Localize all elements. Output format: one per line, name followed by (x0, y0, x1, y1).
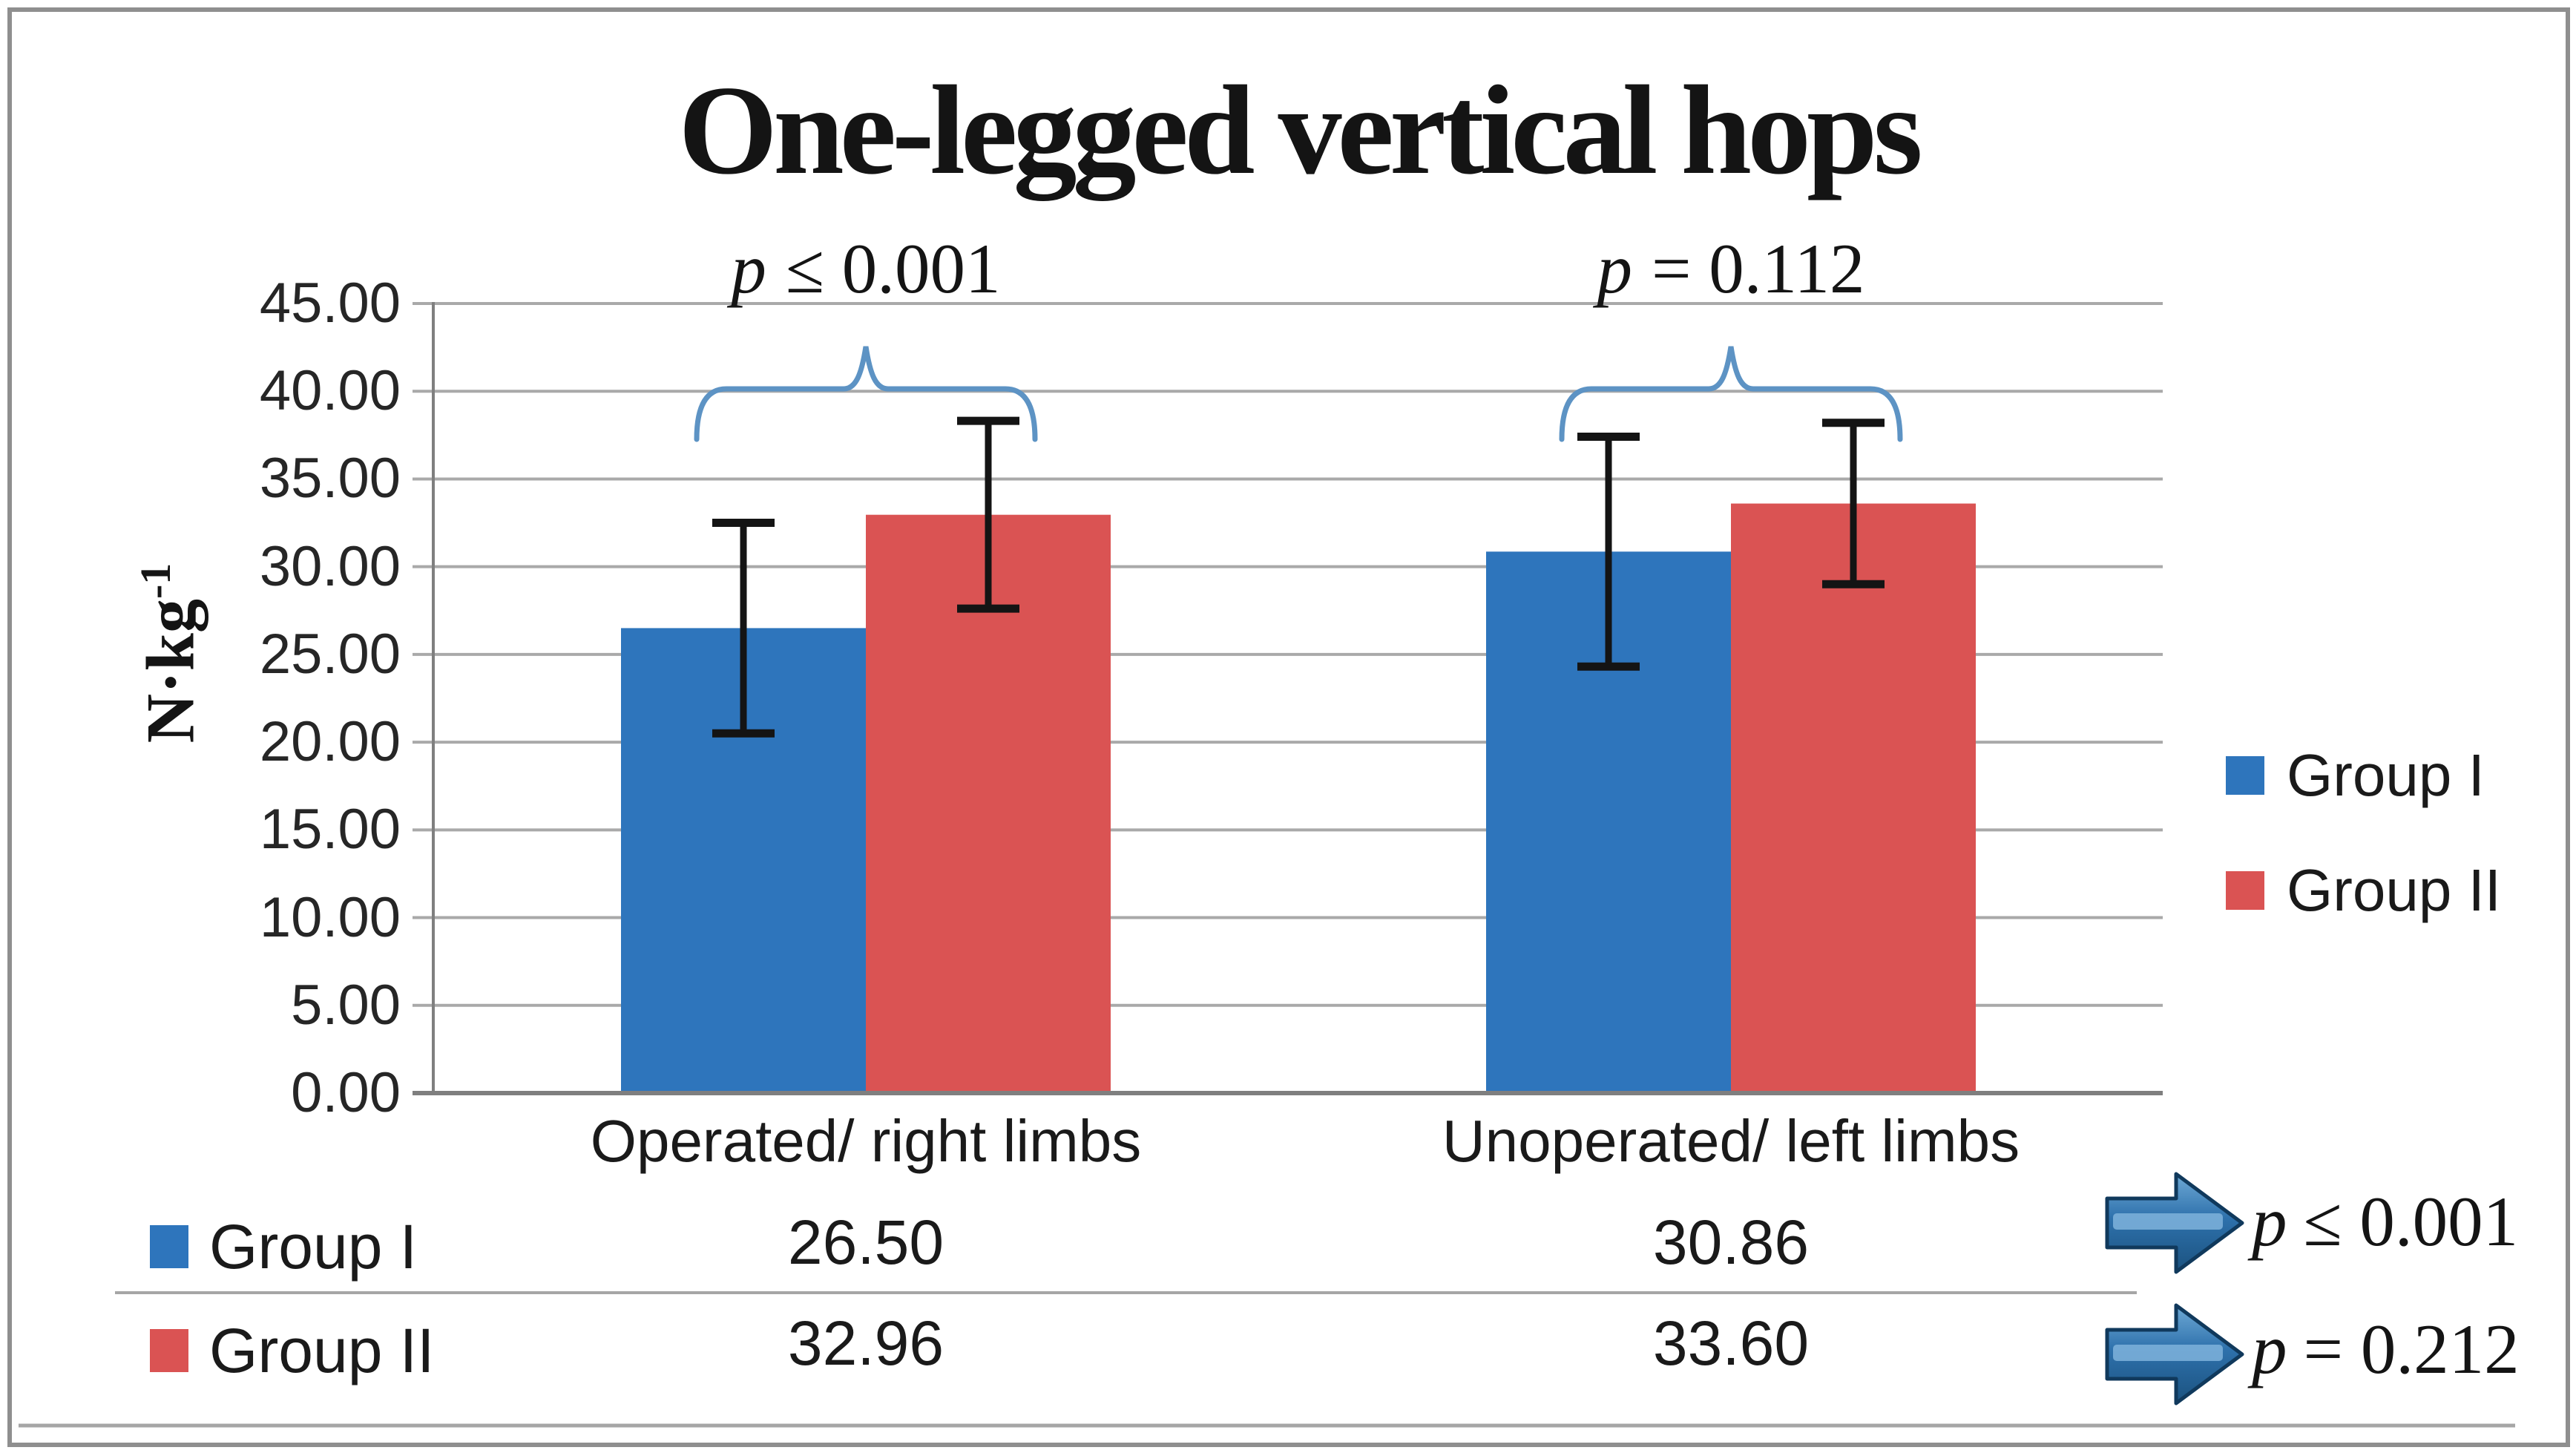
y-tick-label: 45.00 (259, 272, 401, 335)
legend-item-group1: Group I (2226, 742, 2485, 808)
y-tick-label: 15.00 (259, 798, 401, 862)
arrow-highlight (2113, 1213, 2223, 1230)
p-value-text: ≤ 0.001 (2303, 1182, 2519, 1261)
table-value-group1-unoperated: 30.86 (1652, 1207, 1810, 1277)
between-limb-p-value-group1: p ≤ 0.001 (2252, 1184, 2518, 1259)
p-value-annotation-operated: p ≤ 0.001 (532, 232, 1200, 306)
p-symbol: p (2252, 1310, 2287, 1388)
table-row-group2: Group II (150, 1316, 435, 1385)
category-label-unoperated: Unoperated/ left limbs (1442, 1108, 2020, 1174)
y-tick-label: 5.00 (291, 973, 401, 1037)
p-value-annotation-unoperated: p = 0.112 (1397, 232, 2065, 306)
p-symbol: p (1597, 229, 1632, 308)
p-value-text: = 0.112 (1651, 229, 1865, 308)
significance-brace (1559, 346, 1903, 442)
between-limb-p-value-group2: p = 0.212 (2252, 1312, 2520, 1386)
legend-label-group1: Group I (2287, 742, 2485, 808)
y-tick-label: 40.00 (259, 359, 401, 423)
significance-brace (694, 346, 1038, 442)
table-row-label: Group I (209, 1212, 418, 1282)
legend-key-group1 (2226, 756, 2264, 795)
table-value-group2-operated: 32.96 (787, 1308, 944, 1378)
figure-border (7, 7, 2570, 1447)
y-tick-label: 10.00 (259, 885, 401, 949)
table-value-group1-operated: 26.50 (787, 1207, 944, 1277)
table-row-label: Group II (209, 1316, 435, 1385)
table-value-group2-unoperated: 33.60 (1652, 1308, 1810, 1378)
bar-groupii-cat1 (1731, 503, 1976, 1093)
y-tick-label: 35.00 (259, 447, 401, 511)
category-label-operated: Operated/ right limbs (590, 1108, 1142, 1174)
p-value-text: = 0.212 (2303, 1310, 2520, 1388)
arrow-highlight (2113, 1345, 2223, 1361)
table-row-group1: Group I (150, 1212, 418, 1282)
p-value-text: ≤ 0.001 (785, 229, 1001, 308)
p-symbol: p (2252, 1182, 2287, 1261)
p-symbol: p (731, 229, 766, 308)
y-tick-label: 25.00 (259, 622, 401, 686)
chart-title: One-legged vertical hops (678, 60, 1922, 201)
legend-item-group2: Group II (2226, 857, 2502, 923)
y-tick-label: 0.00 (291, 1061, 401, 1124)
table-key-group1 (150, 1225, 188, 1268)
table-key-group2 (150, 1329, 188, 1372)
legend-key-group2 (2226, 871, 2264, 910)
y-tick-label: 20.00 (259, 710, 401, 774)
y-tick-label: 30.00 (259, 534, 401, 598)
legend-label-group2: Group II (2287, 857, 2502, 923)
